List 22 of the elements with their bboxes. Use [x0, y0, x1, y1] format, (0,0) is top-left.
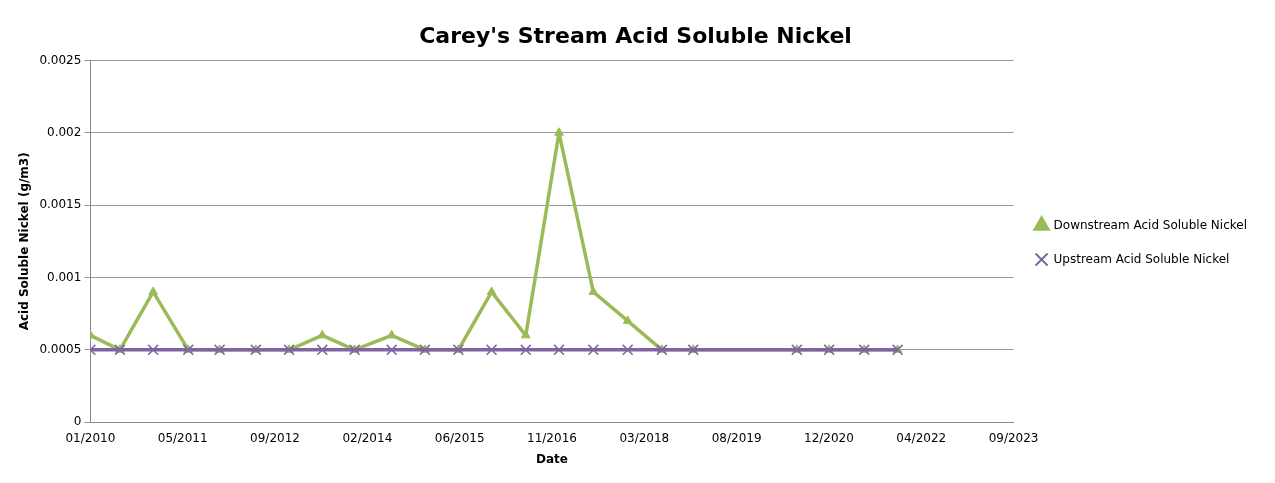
x-tick-label: 04/2022 [896, 430, 947, 445]
x-tick-label: 01/2010 [65, 430, 116, 445]
y-tick-label: 0.001 [47, 269, 82, 284]
y-axis-title: Acid Soluble Nickel (g/m3) [17, 152, 32, 331]
x-tick-label: 09/2023 [988, 430, 1039, 445]
x-tick-label: 08/2019 [711, 430, 762, 445]
y-tick-label: 0.0005 [39, 341, 82, 356]
x-tick-label: 12/2020 [804, 430, 854, 445]
x-axis-title: Date [536, 451, 568, 466]
legend-label: Downstream Acid Soluble Nickel [1053, 217, 1248, 232]
legend-label: Upstream Acid Soluble Nickel [1053, 251, 1230, 266]
x-tick-label: 09/2012 [250, 430, 300, 445]
x-tick-label: 11/2016 [527, 430, 577, 445]
x-tick-label: 03/2018 [619, 430, 670, 445]
y-tick-label: 0 [73, 414, 82, 429]
y-tick-label: 0.0025 [39, 52, 82, 67]
x-tick-label: 05/2011 [157, 430, 208, 445]
y-tick-label: 0.002 [47, 124, 82, 139]
y-tick-label: 0.0015 [39, 197, 82, 212]
x-tick-label: 02/2014 [342, 430, 393, 445]
chart-title: Carey's Stream Acid Soluble Nickel [419, 22, 852, 48]
x-tick-label: 06/2015 [434, 430, 485, 445]
